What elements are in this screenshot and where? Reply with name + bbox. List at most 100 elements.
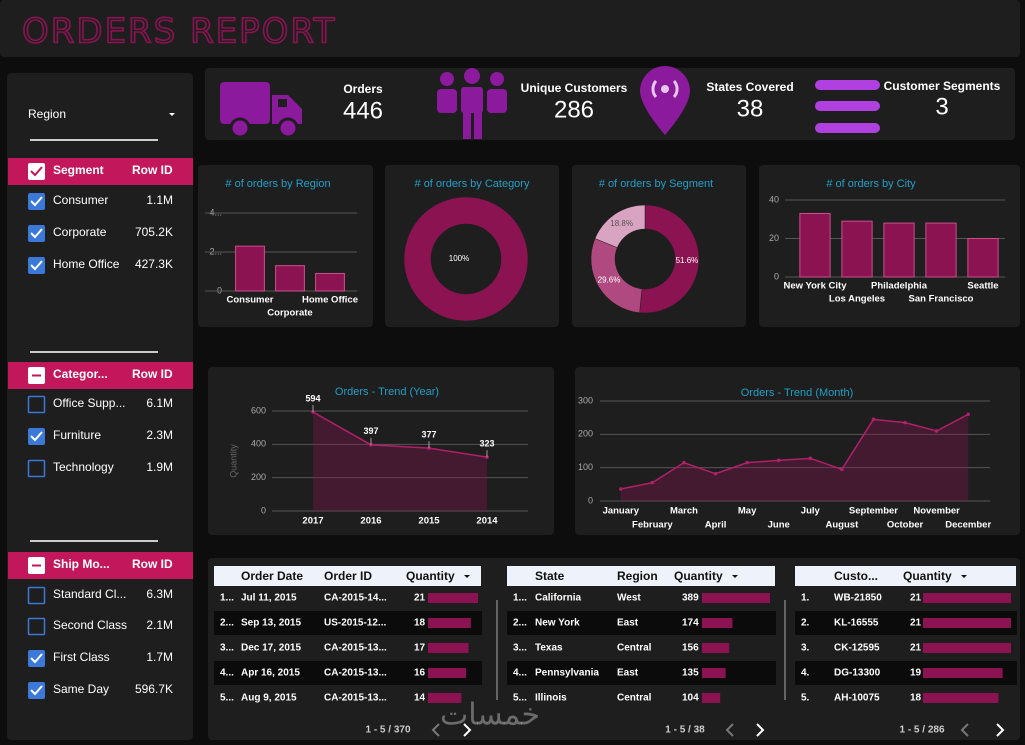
column-header[interactable]: Order Date [241,569,303,583]
quantity-value: 18 [910,693,922,704]
donut-slice [639,204,700,314]
check [30,228,43,239]
quantity-bar [923,693,999,703]
quantity-bar [702,693,721,703]
table-cell: California [535,593,582,604]
quantity-value: 21 [910,618,922,629]
slice-label: 18.8% [610,219,633,228]
row-rank: 2. [801,618,810,629]
row-rank: 2... [513,618,527,629]
checkbox[interactable] [27,586,46,605]
prev-page[interactable] [725,723,734,737]
bar [235,245,265,292]
column-header[interactable]: Quantity [674,569,723,583]
data-label: 594 [305,393,320,403]
column-header[interactable]: Region [617,569,658,583]
bar [315,272,345,292]
title-panel [0,0,1020,57]
filter-label: Furniture [53,428,101,442]
filter-value: 6.3M [146,587,173,601]
x-tick-label: Consumer [227,295,274,306]
next-page[interactable] [463,723,472,737]
table-cell: KL-16555 [834,618,879,629]
point [618,487,623,491]
checkbox[interactable] [27,617,46,636]
table-cell: CA-2015-13... [324,693,387,704]
x-tick-label: May [738,506,757,517]
quantity-value: 174 [682,618,699,629]
point [427,446,431,450]
sort-arrow [961,575,967,578]
checkbox[interactable] [27,395,46,414]
y-tick-label: 0 [588,495,593,505]
filter-label: Standard Cl... [53,587,126,601]
kpi-value: 446 [343,97,383,124]
check [30,196,43,207]
column-header[interactable]: Custo... [834,569,878,583]
row-rank: 3... [220,643,234,654]
prev-page[interactable] [431,723,440,737]
watermark: خمسات [440,698,540,733]
quantity-bar [702,593,770,603]
quantity-value: 16 [414,668,426,679]
kpi-value: 3 [935,93,948,120]
chart-panel [208,367,554,535]
table-header [214,566,481,587]
table-cell: CA-2015-13... [324,643,387,654]
table-cell: Aug 9, 2015 [241,693,297,704]
filter-label: Same Day [53,682,109,696]
kpi-label: States Covered [706,80,793,94]
quantity-value: 21 [414,593,426,604]
slice-label: 100% [449,254,469,263]
quantity-bar [702,668,726,678]
point [840,467,844,472]
quantity-bar [428,693,462,703]
table-cell: AH-10075 [834,693,880,704]
row-rank: 4... [513,668,527,679]
slice-label: 51.6% [676,256,699,265]
x-tick-label: Home Office [302,295,358,306]
point [808,456,813,461]
line [312,411,488,458]
x-tick-label: 2017 [302,516,323,527]
region-dropdown[interactable]: Region [28,107,66,121]
line [620,413,969,490]
table-cell: US-2015-12... [324,618,386,629]
filter-value: 1.9M [146,460,173,474]
filter-header-label: Ship Mo... [53,557,110,571]
next-page[interactable] [996,723,1005,737]
segments-icon [815,80,880,133]
x-tick-label: November [913,506,960,517]
row-rank: 5. [801,693,810,704]
column-header[interactable]: Quantity [406,569,455,583]
checkbox[interactable] [27,459,46,478]
table-cell: Pennsylvania [535,668,599,679]
filter-value: 596.7K [135,682,173,696]
column-header[interactable]: Quantity [903,569,952,583]
quantity-bar [428,593,478,603]
filter-header-label: Row ID [132,367,173,381]
column-header[interactable]: Order ID [324,569,372,583]
check [30,431,43,442]
pagination: 1 - 5 / 370 [365,725,410,736]
dropdown-arrow[interactable] [169,113,175,116]
quantity-value: 17 [414,643,426,654]
row-rank: 4... [220,668,234,679]
sort-arrow [464,575,470,578]
x-tick-label: January [603,506,640,517]
prev-page[interactable] [960,723,969,737]
filter-header-label: Row ID [132,557,173,571]
point [713,471,718,476]
x-tick-label: June [768,520,790,531]
bar [967,238,999,278]
x-tick-label: September [849,506,898,517]
point [966,412,971,417]
next-page[interactable] [756,723,765,737]
data-label: 377 [421,430,436,440]
chart-title: # of orders by City [826,178,916,190]
table-cell: Texas [535,643,563,654]
x-tick-label: New York City [783,281,847,292]
point [903,420,907,425]
chart-title: # of orders by Region [225,178,330,190]
column-header[interactable]: State [535,569,565,583]
